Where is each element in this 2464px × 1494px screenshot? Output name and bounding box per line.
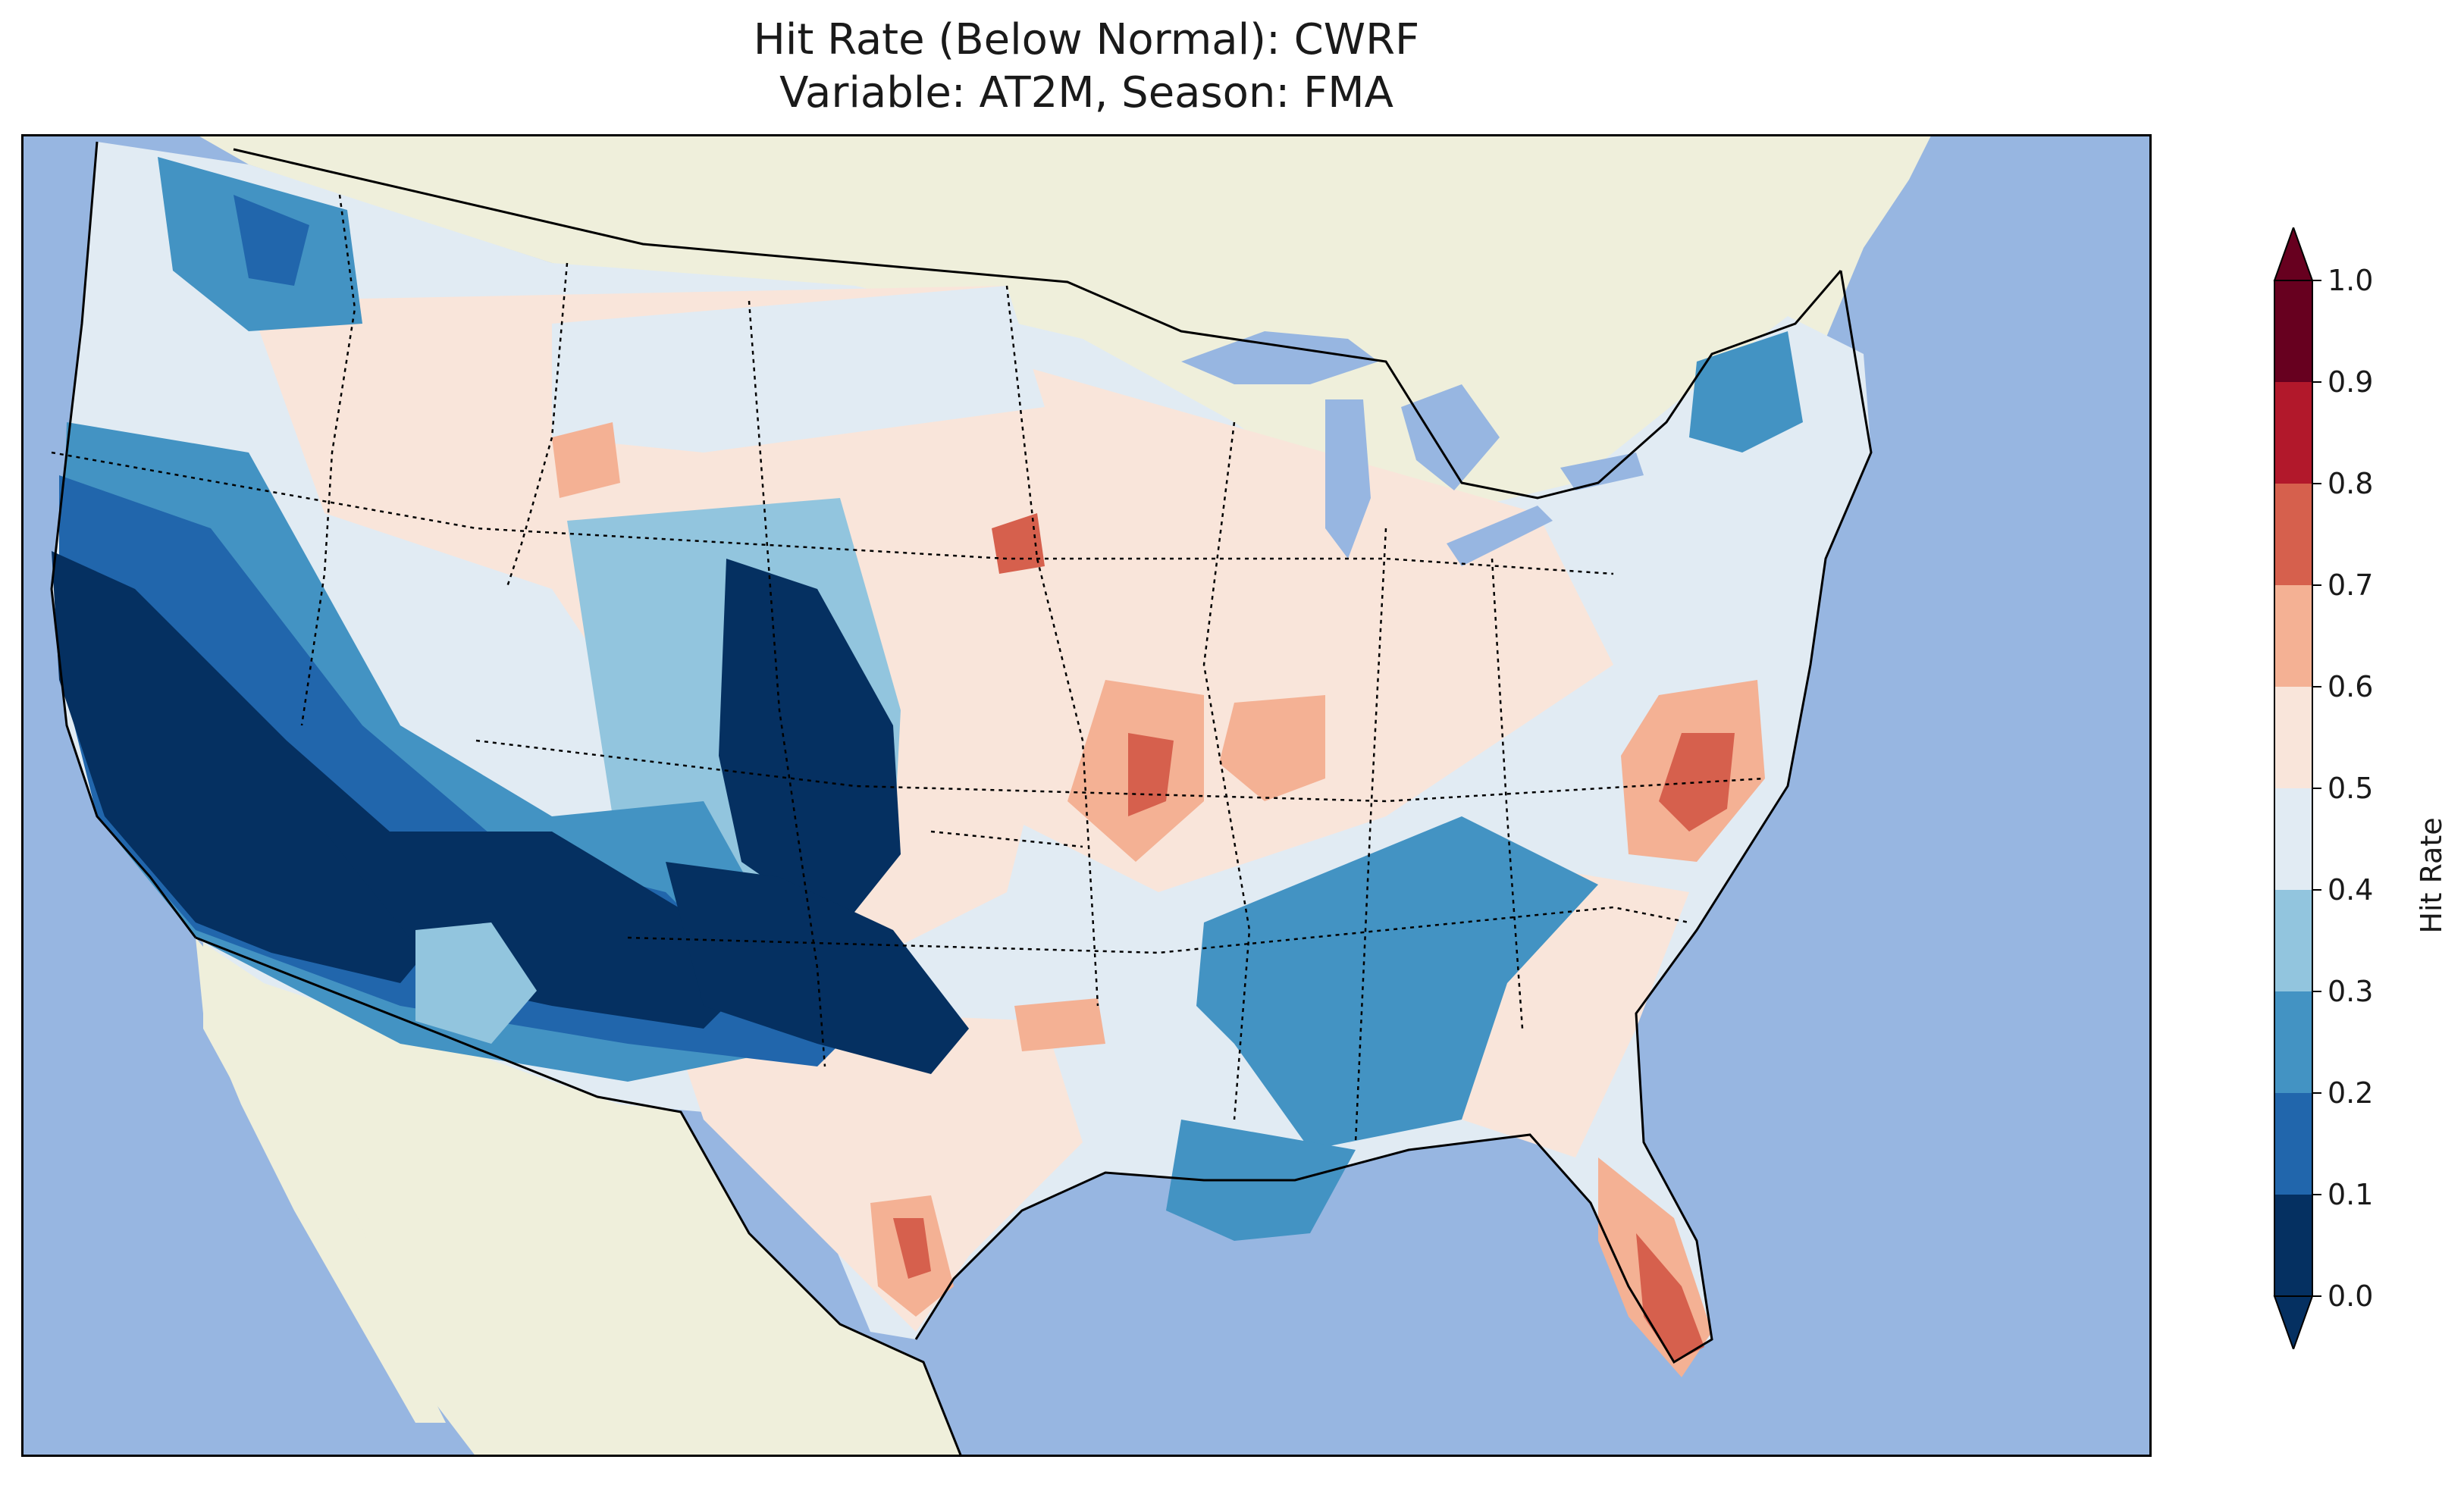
- lake-erie: [1447, 506, 1553, 566]
- region-tennessee-valley: [1196, 816, 1598, 1150]
- region-northern-plains: [552, 286, 1045, 453]
- us-canada-border: [233, 148, 1842, 500]
- region-oklahoma: [1014, 998, 1105, 1051]
- colorbar: 0.0 0.1 0.2 0.3 0.4 0.5 0.6 0.7 0.8 0.9 1.0 Hit Ra…: [2273, 227, 2448, 1349]
- colorbar-tick-label: 0.6: [2328, 670, 2373, 703]
- colorbar-bin-3: [2274, 890, 2312, 991]
- region-arizona-uplands: [415, 922, 537, 1044]
- colorbar-tick-label: 0.9: [2328, 365, 2373, 399]
- colorbar-tick-label: 0.3: [2328, 975, 2373, 1008]
- region-missouri-core: [1128, 733, 1174, 816]
- colorbar-bin-2: [2274, 991, 2312, 1093]
- colorbar-tick-label: 0.2: [2328, 1076, 2373, 1110]
- colorbar-bin-7: [2274, 484, 2312, 585]
- map-title: Hit Rate (Below Normal): CWRF: [753, 15, 1420, 64]
- region-texas-core: [893, 1218, 931, 1279]
- region-colorado-rockies: [719, 559, 901, 930]
- lake-superior: [1181, 331, 1378, 384]
- region-virginia-core: [1659, 733, 1735, 832]
- colorbar-over-triangle: [2273, 227, 2314, 281]
- colorbar-bin-5: [2274, 687, 2312, 788]
- lake-michigan: [1325, 399, 1371, 559]
- colorbar-tick-label: 0.5: [2328, 772, 2373, 805]
- baja-land: [196, 938, 446, 1423]
- colorbar-tick-label: 0.1: [2328, 1178, 2373, 1211]
- region-illinois: [1219, 695, 1325, 801]
- map-frame: [21, 134, 2152, 1457]
- region-texas: [666, 1006, 1083, 1332]
- region-florida-core: [1636, 1233, 1704, 1362]
- colorbar-bin-9: [2274, 280, 2312, 382]
- colorbar-bin-1: [2274, 1093, 2312, 1195]
- region-new-mexico: [666, 862, 969, 1074]
- map-subtitle: Variable: AT2M, Season: FMA: [779, 68, 1393, 117]
- colorbar-tick-label: 0.0: [2328, 1279, 2373, 1313]
- colorbar-tick-label: 0.4: [2328, 873, 2373, 907]
- region-wyoming: [552, 422, 620, 498]
- colorbar-tick-label: 0.7: [2328, 568, 2373, 602]
- us-mexico-border: [195, 936, 963, 1457]
- state-borders: [51, 194, 1766, 1143]
- colorbar-bin-4: [2274, 788, 2312, 890]
- region-new-england: [1689, 331, 1803, 453]
- colorbar-tick-label: 1.0: [2328, 264, 2373, 297]
- lake-huron: [1401, 384, 1500, 490]
- west-coastline: [50, 141, 197, 938]
- colorbar-label: Hit Rate: [2415, 817, 2448, 933]
- hit-rate-map: [21, 134, 2152, 1457]
- colorbar-bin-8: [2274, 382, 2312, 484]
- colorbar-under-triangle: [2273, 1295, 2314, 1349]
- region-pacific-nw-dark: [234, 195, 309, 286]
- region-southwest-desert: [324, 832, 779, 1029]
- colorbar-bin-6: [2274, 585, 2312, 687]
- east-coastline: [914, 270, 1873, 1364]
- colorbar-bin-0: [2274, 1195, 2312, 1296]
- colorbar-tick-label: 0.8: [2328, 467, 2373, 500]
